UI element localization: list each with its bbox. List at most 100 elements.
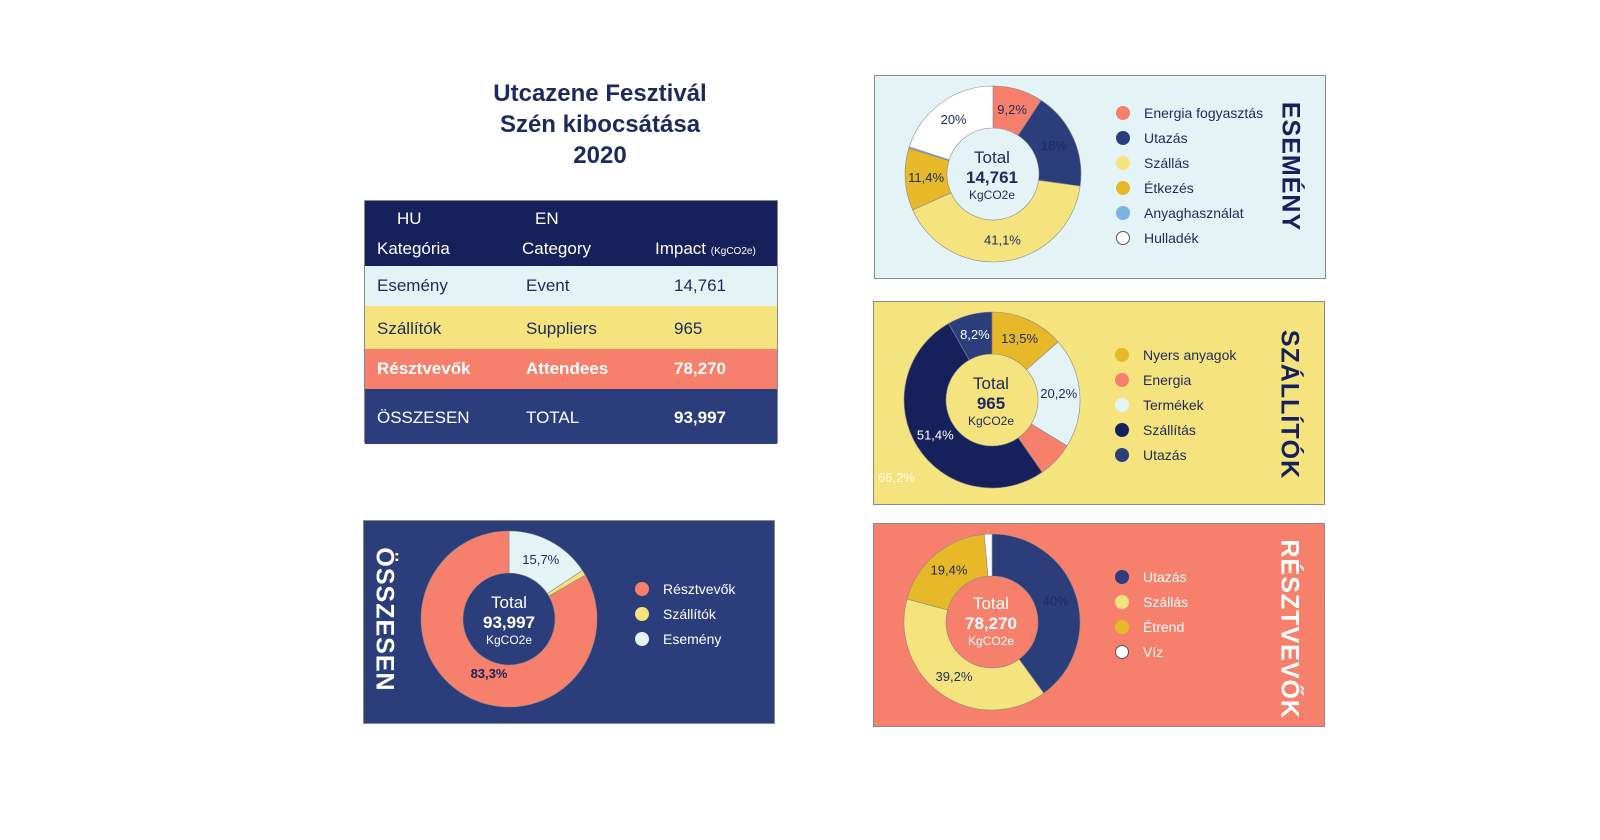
table-header-row: HU EN Kategória Category Impact (KgCO2e) [365,201,777,266]
header-impact-label: Impact [655,239,707,258]
header-category-hu: Kategória [377,239,450,258]
header-hu: HU [397,209,422,228]
table-row: Szállítók Suppliers 965 [365,306,777,349]
chart-panel-resztvevok: 40% 39,2% 19,4% Total 78,270 KgCO2e Utazás… [873,523,1325,727]
center-total-value: 93,997 [483,613,535,632]
legend-swatch [1115,595,1129,609]
legend-label: Utazás [1143,569,1187,585]
legend-swatch [635,607,649,621]
legend-label: Szállítók [663,606,716,622]
legend-swatch [635,582,649,596]
row-value: 14,761 [674,276,726,295]
donut-chart-osszesen: 15,7% 83,3% [420,530,598,708]
legend-label: Anyaghasználat [1144,205,1244,221]
legend-label: Víz [1143,644,1164,660]
row-en: Event [526,276,570,295]
chart-panel-osszesen: 15,7% 83,3% Total 93,997 KgCO2e Résztvevő… [363,520,775,724]
row-hu: Szállítók [377,319,442,338]
donut-slice [983,533,993,577]
slice-label: 51,4% [917,428,954,443]
legend-label: Szállás [1143,594,1189,610]
row-value: 965 [674,319,703,338]
legend-label: Energia fogyasztás [1144,105,1264,121]
donut-slice [903,598,1045,711]
center-total-label: Total [974,148,1010,167]
summary-table: HU EN Kategória Category Impact (KgCO2e)… [364,200,778,444]
extra-slice-label: 66,2% [878,470,915,485]
row-hu: Résztvevők [377,359,471,378]
donut-chart-esemeny: 9,2% 18% 41,1% 11,4% 20% [904,85,1082,263]
legend-label: Étkezés [1144,180,1194,196]
slice-label: 20,2% [1040,386,1077,401]
slice-label: 11,4% [908,170,944,185]
center-total-label: Total [491,593,527,612]
panel-label: ESEMÉNY [1276,101,1305,232]
legend-swatch [1116,106,1130,120]
donut-center: Total 78,270 KgCO2e [936,594,1046,648]
title-line-1: Utcazene Fesztivál [493,80,707,107]
donut-slice [912,179,1081,263]
legend-swatch [1115,645,1129,659]
row-value: 78,270 [674,359,726,378]
slice-label: 39,2% [936,669,973,684]
legend-swatch [1116,131,1130,145]
legend-label: Utazás [1144,130,1188,146]
legend-swatch [1115,348,1129,362]
legend-label: Résztvevők [663,581,736,597]
slice-label: 19,4% [931,563,968,578]
donut-chart-resztvevok: 40% 39,2% 19,4% [903,533,1081,711]
table-row: Esemény Event 14,761 [365,266,777,306]
legend-label: Szállítás [1143,422,1196,438]
header-category-en: Category [522,239,591,258]
legend-swatch [1115,423,1129,437]
legend-label: Utazás [1143,447,1187,463]
legend-label: Hulladék [1144,230,1199,246]
center-total-unit: KgCO2e [968,188,1016,202]
legend-label: Energia [1143,372,1192,388]
page-title: Utcazene Fesztivál Szén kibocsátása 2020 [400,78,800,171]
center-total-unit: KgCO2e [967,414,1015,428]
row-hu: ÖSSZESEN [377,408,470,427]
legend-swatch [1115,448,1129,462]
row-en: TOTAL [526,408,580,427]
donut-slice [991,533,1081,694]
legend-swatch [1115,373,1129,387]
chart-panel-esemeny: 9,2% 18% 41,1% 11,4% 20% Total 14,761 KgCO2e… [874,75,1326,279]
legend-swatch [1116,156,1130,170]
donut-slice [908,85,994,161]
header-impact: Impact (KgCO2e) [655,239,756,259]
legend-label: Termékek [1143,397,1204,413]
row-en: Attendees [526,359,609,378]
slice-label: 20% [941,112,967,127]
legend-label: Étrend [1143,619,1185,635]
header-impact-unit: (KgCO2e) [710,246,756,257]
legend-swatch [635,632,649,646]
donut-center: Total 965 KgCO2e [936,374,1046,428]
legend-swatch [1116,206,1130,220]
row-value: 93,997 [674,408,726,427]
legend-label: Szállás [1144,155,1190,171]
center-total-value: 14,761 [966,168,1018,187]
center-total-unit: KgCO2e [967,634,1015,648]
center-total-unit: KgCO2e [485,633,533,647]
legend-swatch [1115,570,1129,584]
donut-slice [948,311,993,361]
center-total-label: Total [973,594,1009,613]
panel-label: SZÁLLÍTÓK [1275,329,1304,480]
slice-label: 40% [1043,593,1069,608]
legend-swatch [1116,231,1130,245]
header-en: EN [535,209,559,228]
title-line-2: Szén kibocsátása [499,111,701,138]
legend-label: Nyers anyagok [1143,347,1237,363]
slice-label: 13,5% [1001,331,1038,346]
panel-label: RÉSZTVEVŐK [1275,539,1304,719]
table-row-total: ÖSSZESEN TOTAL 93,997 [365,389,777,444]
donut-center: Total 93,997 KgCO2e [449,593,569,647]
slice-label: 9,2% [997,102,1027,117]
legend-swatch [1115,398,1129,412]
title-line-3: 2020 [573,142,627,169]
row-hu: Esemény [377,276,448,295]
center-total-value: 78,270 [965,614,1017,633]
legend-label: Esemény [663,631,722,647]
legend-swatch [1116,181,1130,195]
